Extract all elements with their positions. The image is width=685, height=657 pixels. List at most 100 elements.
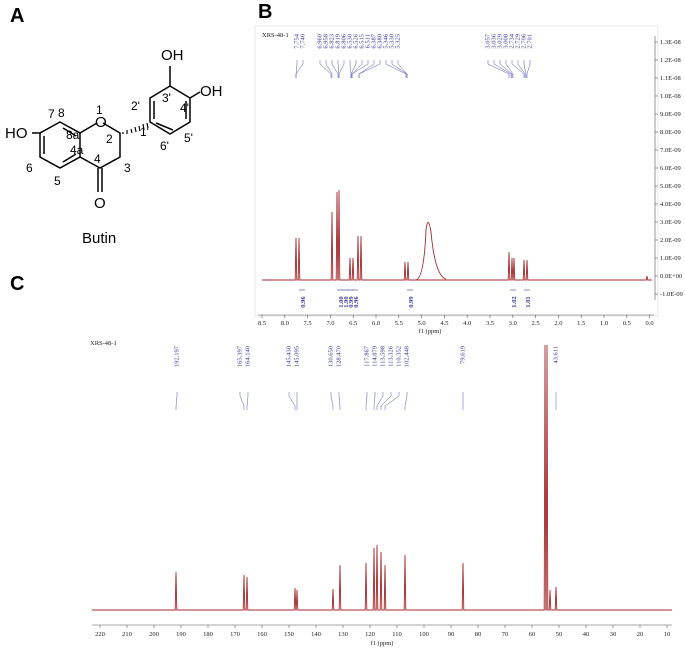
peak-label: 6.511 [364,34,371,48]
x-tick-label: 80 [475,631,482,638]
y-tick-label: 0.0E+00 [660,273,682,280]
atom-number: 5 [54,174,61,188]
peak-leader [351,60,369,78]
spectrum-frame [254,25,659,317]
x-tick-label: 2.5 [532,320,540,327]
peak-leader [288,392,296,410]
peak-leader [319,60,332,78]
peak-leader [358,60,381,78]
peak-leader [511,60,525,78]
peak-label: 2.701 [526,34,533,49]
integral-label: 0.96 [353,296,360,308]
y-tick-label: 7.0E-09 [660,147,681,154]
peak-label: 192.197 [173,345,180,367]
atom-number: 4' [180,101,189,115]
peak-label: 3.029 [496,34,503,49]
x-tick-label: 200 [149,631,159,638]
x-tick-label: 130 [338,631,348,638]
y-tick-label: 5.0E-09 [660,183,681,190]
integral-label: 1.02 [511,296,518,307]
peak-label: 6.530 [346,34,353,49]
y-tick-label: 6.0E-09 [660,165,681,172]
atom-number: 3 [124,161,131,175]
peak-label: 43.611 [552,346,559,364]
peak-leader [373,392,376,410]
x-tick-label: 6.5 [349,320,357,327]
x-tick-label: 190 [176,631,186,638]
compound-name: Butin [82,230,116,247]
y-tick-label: 1.0E-08 [660,93,681,100]
peak-leader [246,392,249,410]
peak-leader [385,60,407,78]
peak-leader [325,60,333,78]
peak-label: 113.326 [387,345,394,367]
peak-label: 6.806 [340,33,347,48]
peak-label: 102.448 [403,346,410,367]
atom-number: 6' [160,139,169,153]
peak-label: 114.879 [371,346,378,367]
integral-label: 0.99 [408,296,415,308]
x-tick-label: 160 [257,631,267,638]
peak-leader [499,60,513,78]
peak-leader [338,60,345,78]
peak-leader [404,392,408,410]
peak-label: 7.754 [293,33,300,48]
x-tick-label: 5.5 [395,320,403,327]
peak-leader [295,60,304,78]
peak-label: 3.036 [490,33,497,48]
peak-label: 6.823 [328,34,335,49]
atom-number: 8 [58,106,65,120]
panel-label: C [10,273,24,295]
peak-label: 7.740 [299,34,306,49]
peak-label: 117.867 [363,345,370,367]
peak-label: 2.706 [520,33,527,48]
y-tick-label: 1.2E-08 [660,57,681,64]
x-tick-label: 210 [122,631,132,638]
peak-label: 113.598 [379,346,386,367]
x-tick-label: 150 [284,631,294,638]
x-tick-label: 50 [556,631,563,638]
peak-label: 165.397 [236,345,243,367]
peak-label: 6.958 [322,34,329,49]
peak-leader [505,60,514,78]
peak-label: 3.008 [502,34,509,49]
h-nmr: 7.754 7.740 6.960 6.958 6.823 6.819 6.806 6.530… [258,33,683,335]
peak-leader [487,60,510,78]
peak-label: 128.470 [335,346,342,367]
x-tick-label: 8.0 [281,320,289,327]
structure-bonds [32,66,201,192]
atom-number: 6 [26,161,33,175]
peak-leader [517,60,526,78]
atom: OH [161,47,184,64]
x-tick-label: 30 [610,631,617,638]
x-tick-label: 20 [637,631,644,638]
peak-leader [338,392,341,410]
x-tick-label: 60 [529,631,536,638]
atom-number: 4a [70,143,84,157]
spectrum-trace [262,189,652,281]
atom-number: 1' [140,125,149,139]
x-tick-label: 4.5 [440,320,448,327]
peak-leader [391,60,408,78]
atom-number: 4 [94,152,101,166]
x-tick-label: 1.0 [600,320,608,327]
peak-label: 5.325 [394,34,401,49]
peak-label: 6.526 [352,33,359,48]
x-tick-label: 5.0 [418,320,426,327]
x-tick-label: 1.5 [577,320,585,327]
peak-label: 6.387 [370,33,377,48]
atom-number: 2' [131,99,140,113]
atom-number: 2 [106,132,113,146]
atom-number: 1 [96,103,103,117]
peak-label: 6.960 [316,34,323,49]
c-nmr: 192.197 165.397 164.140 145.430 145.095 130.6… [92,344,672,647]
integral-label: 0.99 [348,296,355,308]
peak-label: 6.515 [358,34,365,49]
spectrum-trace [92,344,672,611]
peak-label: 5.346 [382,33,389,48]
x-tick-label: 180 [203,631,213,638]
y-tick-label: 2.0E-09 [660,237,681,244]
y-tick-label: 9.0E-09 [660,111,681,118]
x-tick-label: 4.0 [463,320,471,327]
y-tick-label: 1.1E-08 [660,75,681,82]
